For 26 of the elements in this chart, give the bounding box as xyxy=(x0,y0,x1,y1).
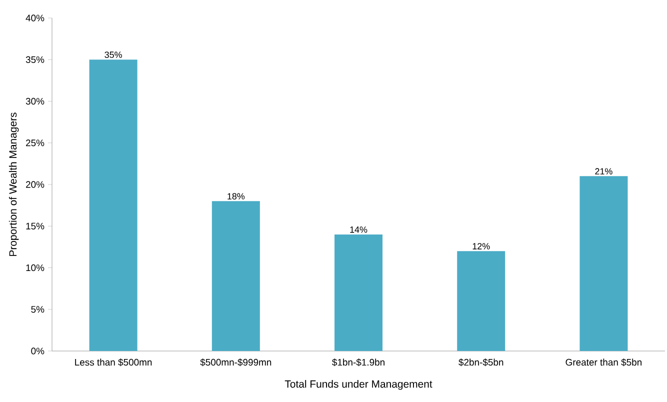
x-tick-label: $2bn-$5bn xyxy=(458,358,504,366)
x-tick-label: $500mn-$999mn xyxy=(200,358,272,366)
y-tick-label: 5% xyxy=(31,306,44,313)
x-tick-label: Less than $500mn xyxy=(75,358,152,366)
y-tick-label: 25% xyxy=(26,140,44,146)
data-label: 18% xyxy=(228,193,245,200)
y-tick-label: 15% xyxy=(26,222,44,230)
data-label: 21% xyxy=(595,168,612,174)
data-label: 14% xyxy=(350,226,368,233)
y-tick-label: 10% xyxy=(26,264,44,272)
y-tick-label: 30% xyxy=(26,98,44,105)
x-tick-label: $1bn-$1.9bn xyxy=(332,358,384,366)
bar xyxy=(89,60,138,351)
x-tick-label: Greater than $5bn xyxy=(566,358,642,366)
x-axis-title: Total Funds under Management xyxy=(284,380,432,390)
y-tick-label: 0% xyxy=(31,348,44,354)
y-tick-label: 40% xyxy=(26,14,44,22)
bar xyxy=(580,176,628,351)
data-label: 35% xyxy=(104,52,122,58)
bar xyxy=(334,234,383,351)
bar xyxy=(457,251,506,351)
bar xyxy=(212,201,260,351)
y-tick-label: 35% xyxy=(26,56,44,63)
data-label: 12% xyxy=(472,243,490,250)
y-tick-label: 20% xyxy=(26,181,44,188)
y-axis-title: Proportion of Wealth Managers xyxy=(8,112,19,256)
